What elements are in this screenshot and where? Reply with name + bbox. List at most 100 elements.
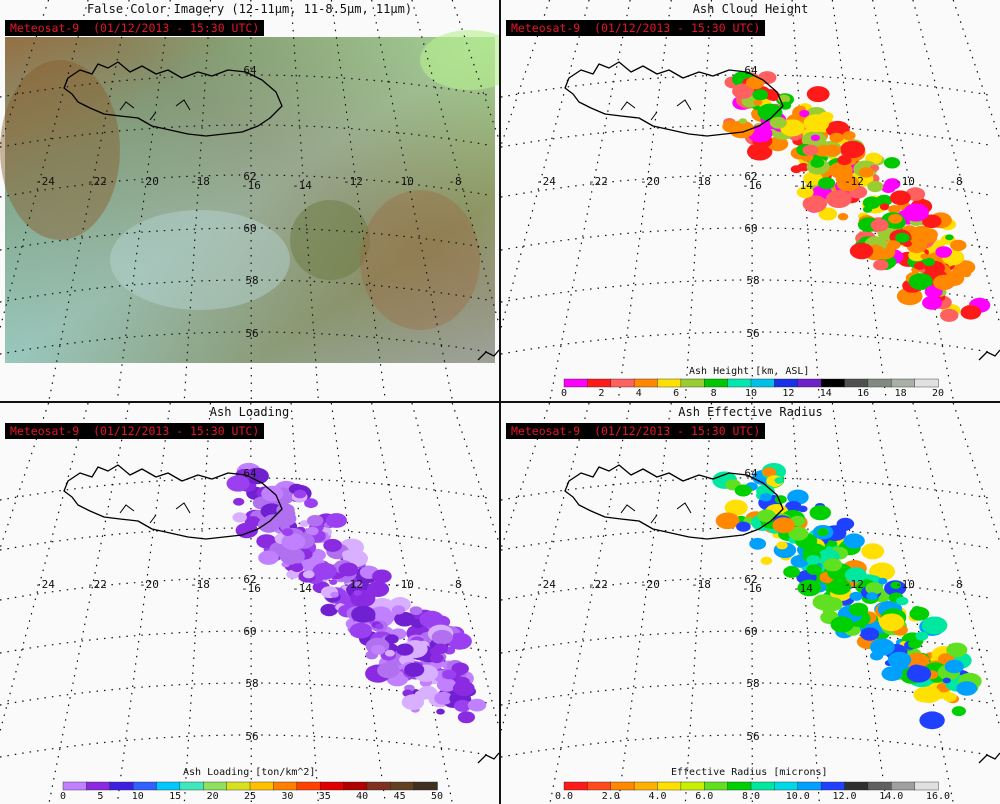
plume-pixel [286,569,300,579]
horizontal-divider [0,401,1000,403]
colorbar-swatch [587,781,612,791]
plume-pixel [824,144,841,157]
colorbar-tick-label: 25 [243,791,257,802]
lat-label: 60 [744,222,757,235]
colorbar-swatch [109,781,134,791]
colorbar-tick-label: 10.0 [785,791,810,802]
lat-label: 58 [746,677,759,690]
plume-pixel [908,639,922,649]
colorbar-tick-label: 4.0 [648,791,667,802]
plume-pixel [914,261,926,270]
lon-label: -22 [588,578,608,591]
plume-pixel [330,591,339,598]
plume-pixel [879,203,890,211]
plume-pixel [945,234,954,241]
plume-pixel [377,662,400,679]
plume-pixel [323,538,342,552]
lon-label: -10 [394,578,414,591]
plume-pixel [860,627,880,641]
plume-pixel [760,556,773,565]
lon-label: -18 [691,175,711,188]
colorbar-swatch [296,781,321,791]
plume-pixel [806,564,822,575]
colorbar-tick-label: 0 [59,791,67,802]
colorbar-swatch [680,378,705,388]
colorbar-swatch [587,378,612,388]
lon-label: -12 [844,578,864,591]
colorbar-tick-label: 2 [598,388,605,399]
lat-label: 62 [243,573,256,586]
graticule [0,403,499,804]
lon-label: -10 [895,175,915,188]
satellite-time-badge: Meteosat-9 (01/12/2013 - 15:30 UTC) [5,20,265,36]
graticule [0,0,499,401]
colorbar-swatch [867,378,892,388]
lat-label: 56 [245,730,258,743]
lon-label: -14 [793,179,813,192]
false-color-map[interactable]: -24 -22 -20 -18 -16 -14 -12 -10 -8 64 62 60 58 56 [0,0,499,401]
plume-pixel [738,118,747,124]
colorbar-tick-label: 8 [710,388,717,399]
satellite-time-badge: Meteosat-9 (01/12/2013 - 15:30 UTC) [506,20,766,36]
colorbar-swatch [727,781,752,791]
plume-pixel [830,616,854,633]
colorbar-swatch [633,781,659,791]
plume-pixel [351,605,376,623]
colorbar-swatch [891,378,916,388]
lon-label: -22 [87,578,107,591]
plume-pixel [396,643,414,656]
iceland-coastline [564,61,1000,361]
colorbar-swatch [774,378,799,388]
colorbar-swatch [226,781,251,791]
plume-pixel [258,550,279,565]
plume-pixel [896,596,909,606]
colorbar-swatch [867,781,892,791]
plume-pixel [299,520,310,527]
plume-pixel [442,669,457,680]
plume-pixel [757,103,783,122]
plume-pixel [819,111,834,122]
plume-pixel [837,213,849,221]
colorbar-tick-label: 16.0 [925,791,951,802]
lon-label: -16 [241,582,261,595]
colorbar-tick-label: 20 [206,791,219,802]
plume-pixel [806,86,830,103]
plume-pixel [375,623,384,630]
plume-pixel [828,578,852,595]
plume-pixel [887,651,912,669]
lon-label: -12 [343,578,363,591]
plume-pixel [960,305,982,320]
colorbar-swatch [797,781,822,791]
plume-pixel [798,505,808,513]
lon-label: -22 [588,175,608,188]
plume-pixel [849,602,869,617]
plume-pixel [759,493,772,502]
ash-height-colorbar [563,378,939,388]
panel-title: Ash Loading [209,405,290,419]
plume-pixel [919,711,945,730]
grid-labels: -24 -22 -20 -18 -16 -14 -12 -10 -8 64 62 60 58 56 [536,64,963,340]
colorbar-swatch [914,781,939,791]
plume-pixel [434,691,453,705]
plume-pixel [282,528,294,536]
ash-radius-map[interactable]: -24 -22 -20 -18 -16 -14 -12 -10 -8 64 62 60 58 56 [501,403,1000,804]
plume-pixel [866,592,878,601]
lon-label: -24 [35,578,55,591]
colorbar-swatch [657,378,682,388]
plume-pixel [809,505,831,521]
plume-pixel [881,183,896,193]
plume-pixel [952,264,970,278]
lat-label: 60 [243,625,256,638]
colorbar-tick-label: 30 [281,791,294,802]
ash-loading-map[interactable]: -24 -22 -20 -18 -16 -14 -12 -10 -8 64 62 60 58 56 [0,403,499,804]
lat-label: 56 [746,730,759,743]
ash-radius-colorbar [563,781,939,791]
panel-title: False Color Imagery (12-11μm, 11-8.5μm, … [86,2,413,16]
colorbar-swatch [319,781,345,791]
grid-labels: -24 -22 -20 -18 -16 -14 -12 -10 -8 64 62 60 58 56 [35,467,462,743]
plume-pixel [342,550,355,559]
colorbar-title: Ash Loading [ton/km^2] [183,767,316,778]
plume-pixel [293,489,307,499]
plume-pixel [774,477,784,484]
